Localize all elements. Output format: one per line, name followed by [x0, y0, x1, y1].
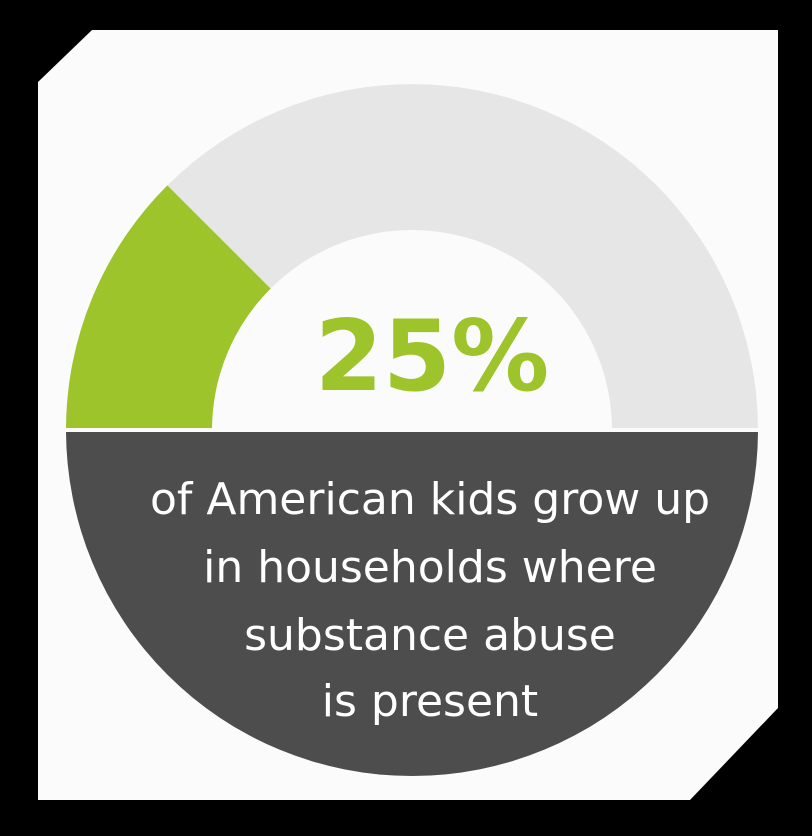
gauge [66, 84, 758, 428]
caption-line-1: of American kids grow up [150, 474, 710, 525]
headline-percentage: 25% [315, 300, 550, 414]
gauge-lower-half [66, 432, 758, 776]
caption-line-4: is present [322, 676, 538, 727]
gauge-inner-circle [212, 230, 612, 428]
caption-line-2: in households where [203, 542, 657, 593]
caption-line-3: substance abuse [244, 610, 616, 661]
